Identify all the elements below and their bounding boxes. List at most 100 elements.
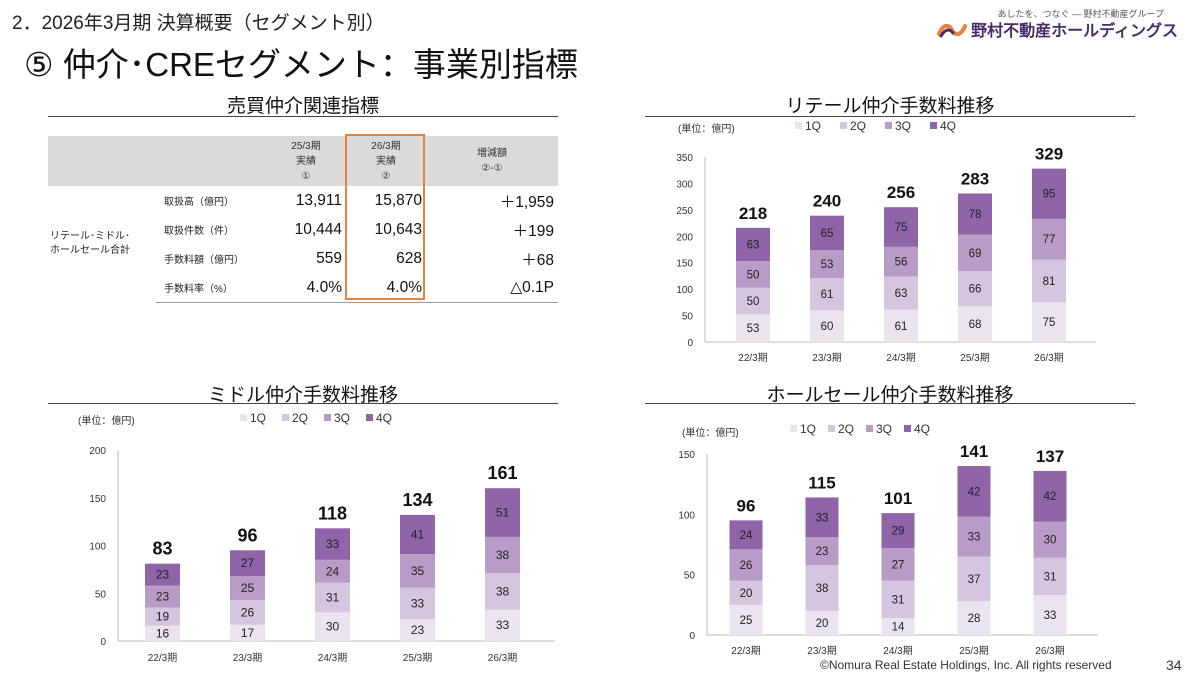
segment-value-label: 29 xyxy=(892,526,905,538)
bar-segment xyxy=(315,582,350,613)
segment-value-label: 28 xyxy=(968,613,981,625)
segment-value-label: 16 xyxy=(156,626,170,640)
segment-value-label: 50 xyxy=(747,269,760,281)
bar-total-label: 83 xyxy=(152,539,172,559)
bar-segment xyxy=(400,587,435,620)
bar-total-label: 96 xyxy=(737,496,756,515)
table-header-row: 25/3期 実績 ① 26/3期 実績 ② 増減額 ②-① xyxy=(48,136,558,186)
x-category-label: 25/3期 xyxy=(959,645,988,657)
y-tick-label: 0 xyxy=(689,631,695,642)
legend-label: 1Q xyxy=(800,422,816,436)
x-category-label: 24/3期 xyxy=(886,352,915,364)
page-number: 34 xyxy=(1166,657,1182,673)
bar-total-label: 240 xyxy=(813,192,841,211)
segment-value-label: 63 xyxy=(895,288,908,300)
segment-value-label: 61 xyxy=(821,289,834,301)
segment-value-label: 53 xyxy=(821,259,834,271)
x-category-label: 26/3期 xyxy=(488,652,517,664)
x-category-label: 25/3期 xyxy=(960,352,989,364)
segment-value-label: 33 xyxy=(411,596,425,610)
header-line: ② xyxy=(381,170,391,182)
legend-swatch xyxy=(790,425,797,432)
x-category-label: 25/3期 xyxy=(403,652,432,664)
segment-value-label: 23 xyxy=(156,590,170,604)
bar-total-label: 115 xyxy=(808,473,835,492)
segment-value-label: 33 xyxy=(326,537,340,551)
bar-segment xyxy=(315,559,350,583)
bar-segment xyxy=(805,565,839,611)
legend-swatch xyxy=(240,414,247,421)
segment-value-label: 20 xyxy=(740,588,753,600)
bar-segment xyxy=(958,271,992,307)
bar-total-label: 283 xyxy=(961,169,989,188)
cell-diff: ＋1,959 xyxy=(499,193,554,211)
x-category-label: 24/3期 xyxy=(883,645,912,657)
y-tick-label: 150 xyxy=(89,494,106,505)
table-row: 手数料額（億円） 559 628 ＋68 xyxy=(48,244,558,273)
segment-value-label: 35 xyxy=(411,564,425,578)
bar-segment xyxy=(400,514,435,555)
segment-value-label: 37 xyxy=(968,574,981,586)
y-tick-label: 100 xyxy=(678,510,695,521)
segment-value-label: 75 xyxy=(895,222,908,234)
segment-value-label: 26 xyxy=(740,560,753,572)
cell-prev: 13,911 xyxy=(295,191,342,209)
segment-value-label: 26 xyxy=(241,605,255,619)
legend-swatch xyxy=(840,122,847,129)
segment-value-label: 53 xyxy=(747,323,760,335)
segment-value-label: 38 xyxy=(496,584,510,598)
table-row: 取扱件数（件） 10,444 10,643 ＋199 xyxy=(48,215,558,244)
legend-swatch xyxy=(828,425,835,432)
legend-label: 4Q xyxy=(940,119,956,133)
chart-unit-label: (単位：億円) xyxy=(78,414,135,427)
bar-segment xyxy=(230,624,265,641)
y-tick-label: 50 xyxy=(682,312,694,323)
segment-value-label: 75 xyxy=(1043,317,1056,329)
cell-curr: 15,870 xyxy=(374,191,422,209)
segment-value-label: 31 xyxy=(892,594,905,606)
cell-diff: ＋199 xyxy=(512,222,554,240)
segment-value-label: 95 xyxy=(1043,189,1056,201)
y-tick-label: 0 xyxy=(687,338,693,349)
middle-chart-title: ミドル仲介手数料推移 xyxy=(207,385,398,406)
bar-segment xyxy=(1033,521,1067,558)
bar-segment xyxy=(145,607,180,626)
bar-segment xyxy=(736,227,770,262)
bar-total-label: 141 xyxy=(960,442,988,461)
segment-value-label: 25 xyxy=(740,615,753,627)
segment-value-label: 66 xyxy=(969,284,982,296)
x-category-label: 23/3期 xyxy=(807,645,836,657)
bar-segment xyxy=(881,618,915,635)
y-tick-label: 200 xyxy=(676,232,693,243)
table-header-diff: 増減額 ②-① xyxy=(426,136,558,186)
legend-swatch xyxy=(324,414,331,421)
row-label: 手数料額（億円） xyxy=(164,255,244,266)
bar-segment xyxy=(400,619,435,641)
table-section-divider xyxy=(48,116,558,117)
bar-total-label: 118 xyxy=(318,503,347,523)
y-tick-label: 200 xyxy=(89,446,106,457)
logo-tagline: あしたを、つなぐ ― 野村不動産グループ xyxy=(997,9,1164,19)
bar-segment xyxy=(810,215,844,251)
bar-total-label: 137 xyxy=(1036,447,1064,466)
y-tick-label: 300 xyxy=(676,179,693,190)
segment-value-label: 23 xyxy=(816,546,829,558)
segment-value-label: 33 xyxy=(968,532,981,544)
segment-value-label: 41 xyxy=(411,528,425,542)
current-period-highlight xyxy=(345,134,425,300)
segment-value-label: 23 xyxy=(156,568,170,582)
bar-segment xyxy=(736,287,770,314)
chart-unit-label: (単位：億円) xyxy=(682,426,739,439)
segment-value-label: 14 xyxy=(892,622,905,634)
logo-text: 野村不動産ホールディングス xyxy=(971,23,1178,40)
legend-swatch xyxy=(795,122,802,129)
segment-value-label: 27 xyxy=(241,556,255,570)
bar-segment xyxy=(729,520,763,550)
retail-chart-divider xyxy=(645,116,1135,117)
bar-segment xyxy=(1033,595,1067,635)
cell-prev: 10,444 xyxy=(294,220,342,238)
x-category-label: 23/3期 xyxy=(233,652,262,664)
segment-value-label: 23 xyxy=(411,623,425,637)
